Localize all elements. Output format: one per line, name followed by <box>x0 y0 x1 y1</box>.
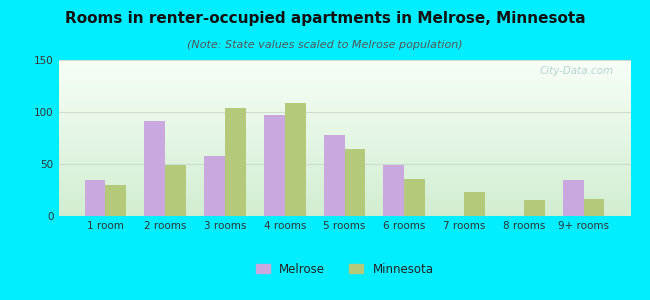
Bar <box>384 165 404 216</box>
Bar <box>584 200 605 216</box>
Bar <box>204 156 225 216</box>
Bar <box>524 200 545 216</box>
Bar <box>84 180 105 216</box>
Bar <box>344 149 365 216</box>
Bar <box>144 122 165 216</box>
Bar <box>464 192 485 216</box>
Legend: Melrose, Minnesota: Melrose, Minnesota <box>251 258 438 280</box>
Bar <box>225 108 246 216</box>
Bar <box>285 103 306 216</box>
Bar <box>264 115 285 216</box>
Bar <box>105 185 126 216</box>
Text: City-Data.com: City-Data.com <box>540 66 614 76</box>
Bar <box>563 180 584 216</box>
Bar <box>324 135 344 216</box>
Bar <box>404 178 425 216</box>
Text: Rooms in renter-occupied apartments in Melrose, Minnesota: Rooms in renter-occupied apartments in M… <box>65 11 585 26</box>
Bar <box>165 165 186 216</box>
Text: (Note: State values scaled to Melrose population): (Note: State values scaled to Melrose po… <box>187 40 463 50</box>
